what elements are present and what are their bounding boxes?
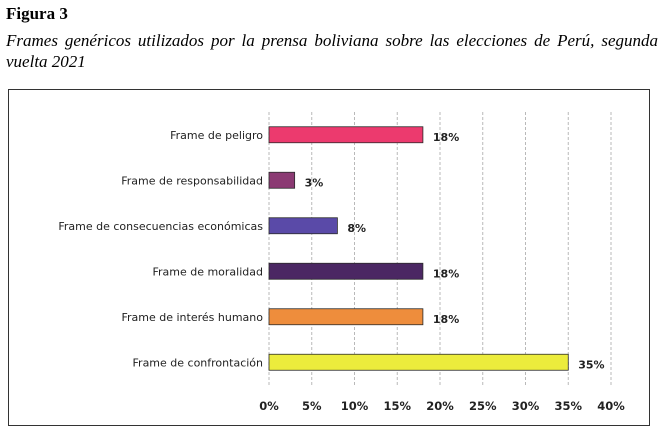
x-tick-label: 0% [259, 399, 279, 413]
x-tick-label: 30% [512, 399, 540, 413]
category-label: Frame de moralidad [152, 265, 263, 278]
bar [268, 126, 424, 144]
chart-frame: Frame de peligro 18% Frame de responsabili… [8, 89, 650, 426]
bar-chart: Frame de peligro 18% Frame de responsabili… [58, 112, 625, 413]
data-label: 18% [433, 267, 459, 280]
bar [268, 217, 338, 235]
bar [268, 171, 296, 189]
x-tick-label: 10% [341, 399, 369, 413]
bar [268, 308, 424, 326]
data-label: 3% [305, 176, 324, 189]
category-label: Frame de interés humano [121, 311, 263, 324]
data-label: 18% [433, 313, 459, 326]
x-tick-label: 40% [597, 399, 625, 413]
bar [268, 262, 424, 280]
x-tick-label: 20% [426, 399, 454, 413]
category-label: Frame de confrontación [133, 356, 264, 369]
data-label: 8% [347, 222, 366, 235]
data-label: 18% [433, 131, 459, 144]
x-tick-label: 35% [554, 399, 582, 413]
x-tick-label: 15% [383, 399, 411, 413]
figure-label: Figura 3 [6, 4, 68, 23]
bar [268, 353, 569, 371]
x-tick-label: 5% [302, 399, 322, 413]
category-label: Frame de peligro [170, 129, 263, 142]
category-label: Frame de responsabilidad [121, 174, 263, 187]
category-label: Frame de consecuencias económicas [58, 220, 263, 233]
x-tick-label: 25% [469, 399, 497, 413]
figure-caption: Frames genéricos utilizados por la prens… [6, 31, 658, 71]
data-label: 35% [578, 358, 604, 371]
